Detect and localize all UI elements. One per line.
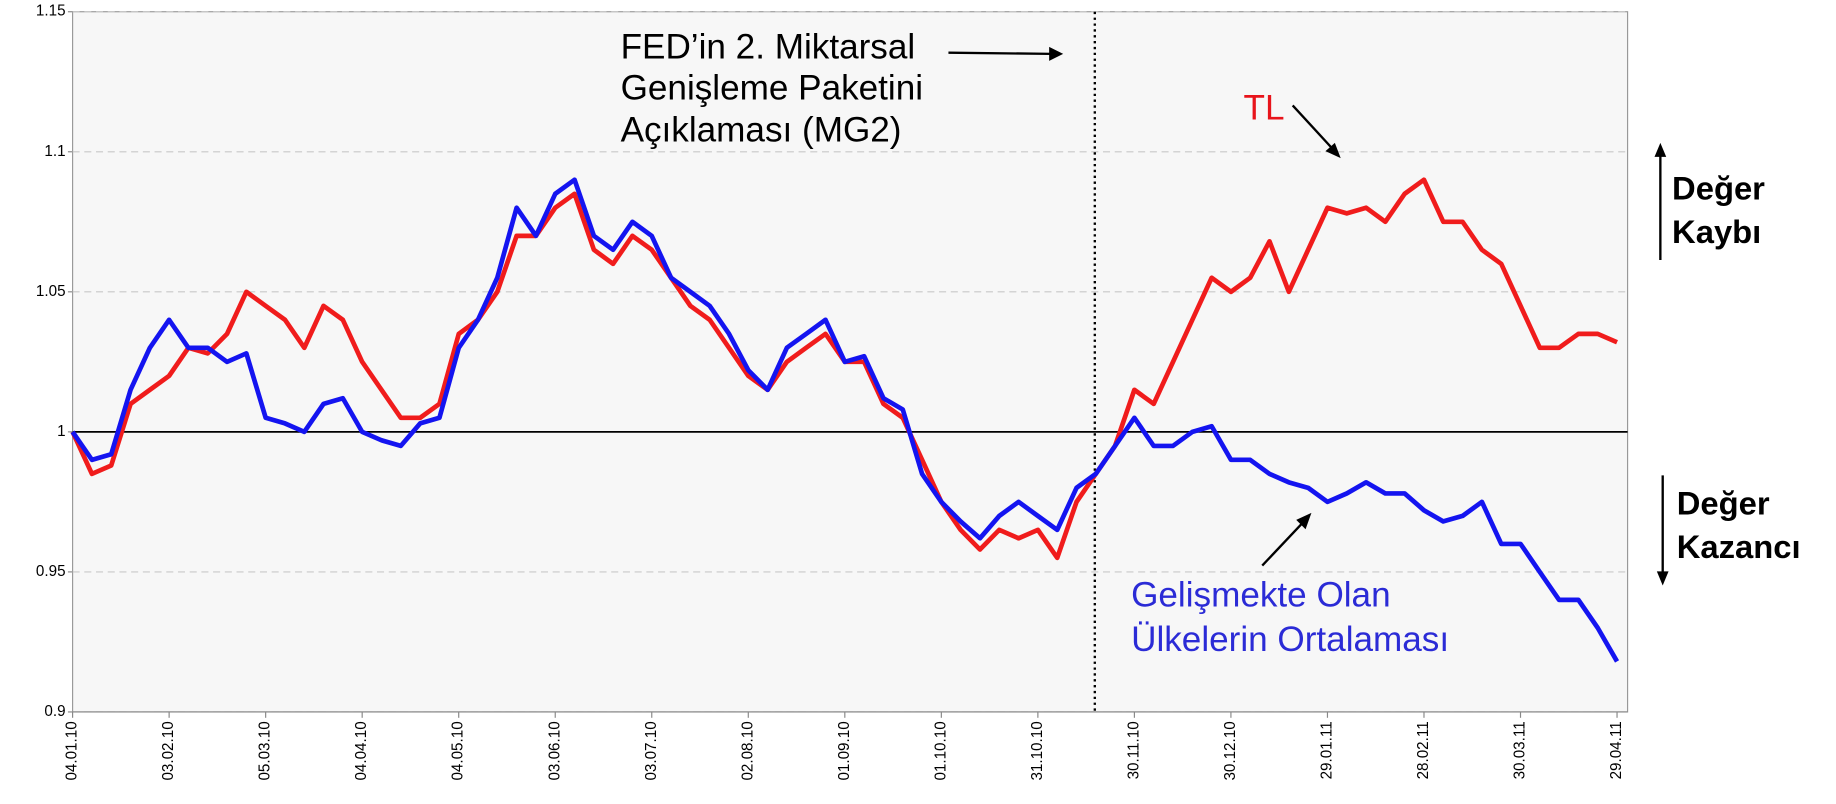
x-tick-label: 28.02.11 bbox=[1415, 721, 1432, 779]
y-tick-label: 0.9 bbox=[44, 703, 65, 720]
y-tick-label: 1.1 bbox=[44, 143, 65, 160]
x-tick-label: 04.05.10 bbox=[450, 721, 467, 780]
lines bbox=[70, 177, 1620, 663]
x-tick-label: 30.11.10 bbox=[1125, 721, 1142, 779]
annotation: Açıklaması (MG2) bbox=[621, 111, 902, 150]
side-label: Kazancı bbox=[1677, 528, 1801, 565]
arrow-head bbox=[1296, 512, 1312, 530]
annotation: Ülkelerin Ortalaması bbox=[1131, 620, 1449, 659]
annotation: FED’in 2. Miktarsal bbox=[621, 27, 916, 66]
grid bbox=[67, 11, 1628, 718]
x-tick-label: 29.04.11 bbox=[1608, 721, 1625, 779]
x-tick-label: 04.04.10 bbox=[353, 721, 370, 780]
arrow bbox=[1291, 104, 1334, 150]
side-label: Değer bbox=[1672, 170, 1765, 207]
x-tick-label: 04.01.10 bbox=[64, 721, 81, 780]
annotation: TL bbox=[1244, 88, 1285, 127]
annotation: Gelişmekte Olan bbox=[1131, 575, 1391, 614]
arrow bbox=[1261, 522, 1303, 567]
x-tick-label: 31.10.10 bbox=[1029, 721, 1046, 780]
y-tick-label: 1 bbox=[57, 423, 65, 440]
side-label: Kaybı bbox=[1672, 213, 1761, 250]
x-tick-label: 03.06.10 bbox=[546, 721, 563, 780]
x-tick-label: 03.07.10 bbox=[643, 721, 660, 780]
annotation: Genişleme Paketini bbox=[621, 68, 923, 107]
series-line bbox=[70, 177, 1620, 663]
arrow-head bbox=[1325, 142, 1341, 159]
arrow-head bbox=[1654, 142, 1667, 157]
y-tick-label: 0.95 bbox=[36, 563, 66, 580]
x-tick-label: 30.03.11 bbox=[1512, 721, 1529, 779]
x-tick-label: 29.01.11 bbox=[1318, 721, 1335, 779]
x-tick-label: 05.03.10 bbox=[257, 721, 274, 780]
arrow bbox=[948, 51, 1052, 56]
side-label: Değer bbox=[1677, 485, 1770, 522]
x-tick-label: 02.08.10 bbox=[739, 721, 756, 780]
x-tick-label: 30.12.10 bbox=[1222, 721, 1239, 780]
x-tick-label: 03.02.10 bbox=[160, 721, 177, 780]
arrow-head bbox=[1656, 571, 1669, 586]
y-tick-label: 1.05 bbox=[36, 283, 66, 300]
y-tick-label: 1.15 bbox=[36, 3, 66, 20]
x-tick-label: 01.09.10 bbox=[836, 721, 853, 780]
arrow-head bbox=[1049, 46, 1064, 61]
x-tick-label: 01.10.10 bbox=[932, 721, 949, 780]
